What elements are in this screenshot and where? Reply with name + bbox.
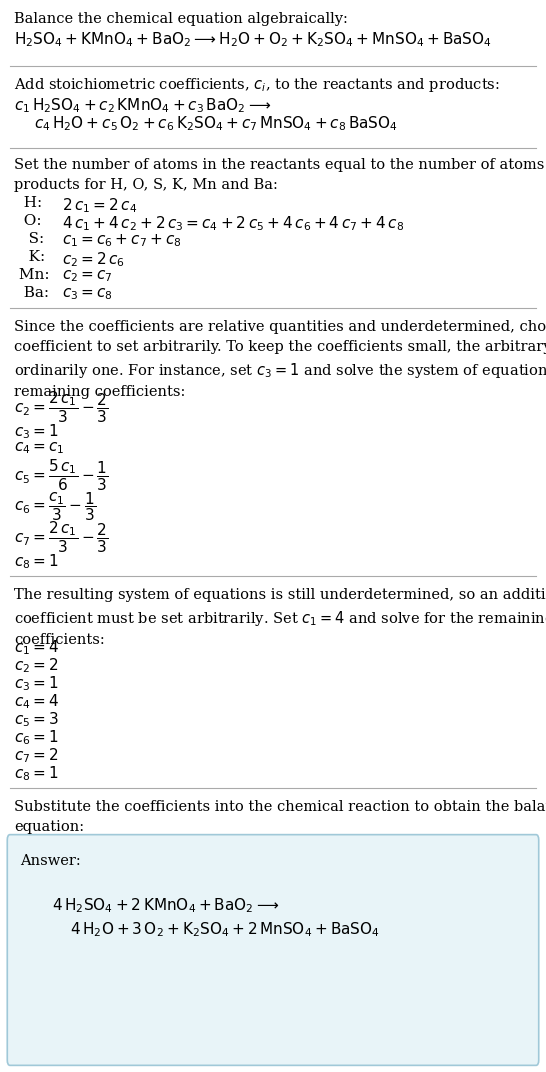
Text: $c_1\,\mathsf{H_2SO_4} + c_2\,\mathsf{KMnO_4} + c_3\,\mathsf{BaO_2} \longrightar: $c_1\,\mathsf{H_2SO_4} + c_2\,\mathsf{KM… <box>14 96 271 115</box>
Text: $c_6 = 1$: $c_6 = 1$ <box>14 728 58 747</box>
Text: $c_4\,\mathsf{H_2O} + c_5\,\mathsf{O_2} + c_6\,\mathsf{K_2SO_4} + c_7\,\mathsf{M: $c_4\,\mathsf{H_2O} + c_5\,\mathsf{O_2} … <box>34 114 398 133</box>
FancyBboxPatch shape <box>7 835 539 1066</box>
Text: $c_7 = \dfrac{2\,c_1}{3} - \dfrac{2}{3}$: $c_7 = \dfrac{2\,c_1}{3} - \dfrac{2}{3}$ <box>14 520 109 555</box>
Text: $4\,\mathsf{H_2SO_4} + 2\,\mathsf{KMnO_4} + \mathsf{BaO_2} \longrightarrow$: $4\,\mathsf{H_2SO_4} + 2\,\mathsf{KMnO_4… <box>52 896 279 914</box>
Text: $c_2 = 2\,c_6$: $c_2 = 2\,c_6$ <box>62 250 125 269</box>
Text: K:: K: <box>14 250 45 264</box>
Text: $c_8 = 1$: $c_8 = 1$ <box>14 764 58 783</box>
Text: Answer:: Answer: <box>20 854 81 868</box>
Text: The resulting system of equations is still underdetermined, so an additional
coe: The resulting system of equations is sti… <box>14 589 546 647</box>
Text: $c_7 = 2$: $c_7 = 2$ <box>14 746 58 764</box>
Text: $c_3 = c_8$: $c_3 = c_8$ <box>62 286 112 301</box>
Text: Mn:: Mn: <box>14 268 50 282</box>
Text: $c_4 = 4$: $c_4 = 4$ <box>14 693 59 711</box>
Text: $4\,c_1 + 4\,c_2 + 2\,c_3 = c_4 + 2\,c_5 + 4\,c_6 + 4\,c_7 + 4\,c_8$: $4\,c_1 + 4\,c_2 + 2\,c_3 = c_4 + 2\,c_5… <box>62 214 404 233</box>
Text: S:: S: <box>14 232 44 245</box>
Text: $c_3 = 1$: $c_3 = 1$ <box>14 674 58 693</box>
Text: $c_2 = \dfrac{2\,c_1}{3} - \dfrac{2}{3}$: $c_2 = \dfrac{2\,c_1}{3} - \dfrac{2}{3}$ <box>14 390 109 426</box>
Text: Set the number of atoms in the reactants equal to the number of atoms in the
pro: Set the number of atoms in the reactants… <box>14 158 546 192</box>
Text: $c_4 = c_1$: $c_4 = c_1$ <box>14 440 64 456</box>
Text: Add stoichiometric coefficients, $c_i$, to the reactants and products:: Add stoichiometric coefficients, $c_i$, … <box>14 76 500 94</box>
Text: O:: O: <box>14 214 41 228</box>
Text: $c_8 = 1$: $c_8 = 1$ <box>14 552 58 570</box>
Text: Substitute the coefficients into the chemical reaction to obtain the balanced
eq: Substitute the coefficients into the che… <box>14 800 546 834</box>
Text: Since the coefficients are relative quantities and underdetermined, choose a
coe: Since the coefficients are relative quan… <box>14 321 546 399</box>
Text: H:: H: <box>14 196 42 210</box>
Text: $c_1 = c_6 + c_7 + c_8$: $c_1 = c_6 + c_7 + c_8$ <box>62 232 181 249</box>
Text: $c_5 = \dfrac{5\,c_1}{6} - \dfrac{1}{3}$: $c_5 = \dfrac{5\,c_1}{6} - \dfrac{1}{3}$ <box>14 458 109 493</box>
Text: $4\,\mathsf{H_2O} + 3\,\mathsf{O_2} + \mathsf{K_2SO_4} + 2\,\mathsf{MnSO_4} + \m: $4\,\mathsf{H_2O} + 3\,\mathsf{O_2} + \m… <box>70 920 380 939</box>
Text: $c_1 = 4$: $c_1 = 4$ <box>14 638 59 657</box>
Text: $c_3 = 1$: $c_3 = 1$ <box>14 422 58 441</box>
Text: $c_5 = 3$: $c_5 = 3$ <box>14 710 59 729</box>
Text: $c_6 = \dfrac{c_1}{3} - \dfrac{1}{3}$: $c_6 = \dfrac{c_1}{3} - \dfrac{1}{3}$ <box>14 490 96 523</box>
Text: $c_2 = 2$: $c_2 = 2$ <box>14 656 58 674</box>
Text: $c_2 = c_7$: $c_2 = c_7$ <box>62 268 112 284</box>
Text: $\mathsf{H_2SO_4 + KMnO_4 + BaO_2} \longrightarrow \mathsf{H_2O + O_2 + K_2SO_4 : $\mathsf{H_2SO_4 + KMnO_4 + BaO_2} \long… <box>14 30 492 48</box>
Text: $2\,c_1 = 2\,c_4$: $2\,c_1 = 2\,c_4$ <box>62 196 137 214</box>
Text: Balance the chemical equation algebraically:: Balance the chemical equation algebraica… <box>14 12 348 26</box>
Text: Ba:: Ba: <box>14 286 49 300</box>
